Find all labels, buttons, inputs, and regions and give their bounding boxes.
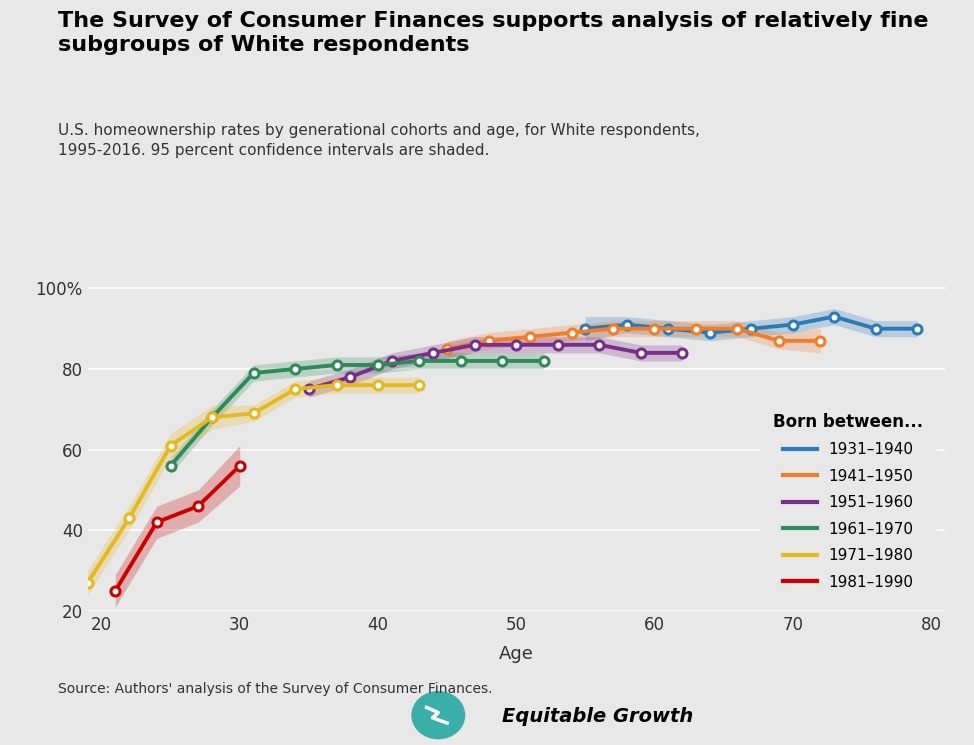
Text: The Survey of Consumer Finances supports analysis of relatively fine
subgroups o: The Survey of Consumer Finances supports…	[58, 11, 929, 55]
Text: Equitable Growth: Equitable Growth	[502, 707, 693, 726]
Text: U.S. homeownership rates by generational cohorts and age, for White respondents,: U.S. homeownership rates by generational…	[58, 123, 700, 158]
Text: Source: Authors' analysis of the Survey of Consumer Finances.: Source: Authors' analysis of the Survey …	[58, 682, 493, 696]
X-axis label: Age: Age	[499, 645, 534, 663]
Circle shape	[412, 691, 465, 739]
Legend: 1931–1940, 1941–1950, 1951–1960, 1961–1970, 1971–1980, 1981–1990: 1931–1940, 1941–1950, 1951–1960, 1961–19…	[760, 399, 937, 603]
